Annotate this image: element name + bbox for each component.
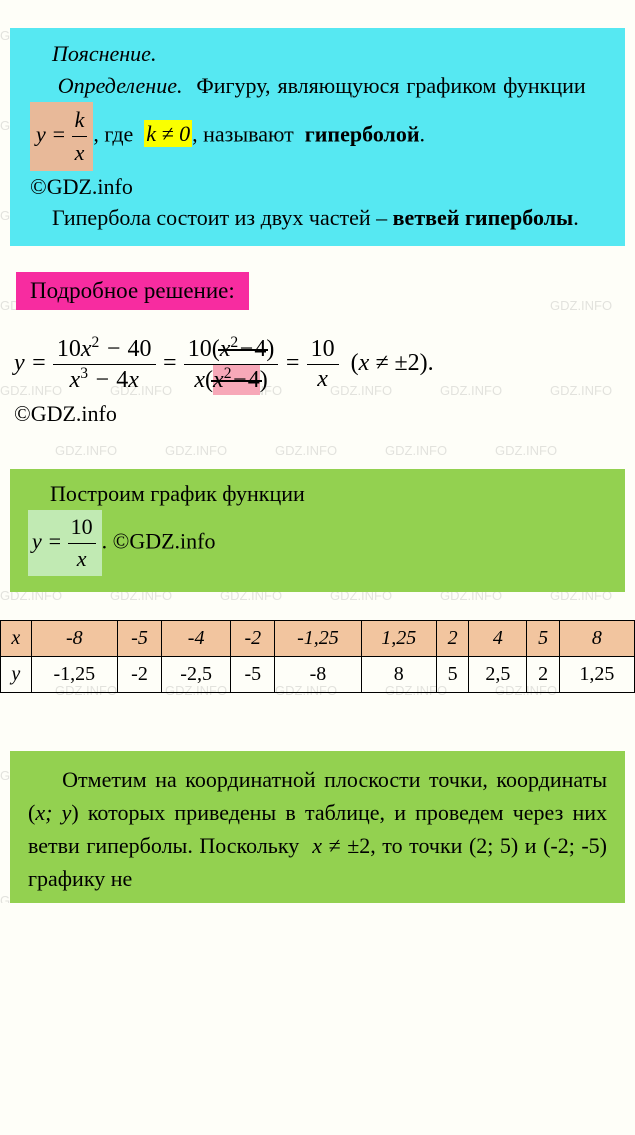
table-cell: 8 <box>361 657 436 693</box>
table-cell: -2 <box>231 621 275 657</box>
table-cell: -2 <box>118 657 162 693</box>
table-cell: 2,5 <box>469 657 527 693</box>
heading-definition: Определение. <box>58 73 183 98</box>
fraction-2: 10(x2−4) x(x2−4) <box>184 334 279 395</box>
table-cell: 1,25 <box>559 657 634 693</box>
table-cell: 1,25 <box>361 621 436 657</box>
x-label: x <box>1 621 32 657</box>
table-cell: 8 <box>559 621 634 657</box>
table-cell: 2 <box>527 657 559 693</box>
branches-text: Гипербола состоит из двух частей – <box>52 205 387 230</box>
fraction-3: 10 x <box>307 335 339 394</box>
definition-text: Фигуру, являющуюся графиком функции <box>196 73 585 98</box>
page-content: Пояснение. Определение. Фигуру, являющую… <box>0 28 635 903</box>
term-hyperbola: гиперболой <box>305 121 420 146</box>
copyright-text: ©GDZ.info <box>30 171 605 203</box>
heading-explanation: Пояснение. <box>52 41 156 66</box>
table-cell: 4 <box>469 621 527 657</box>
fraction-1: 10x2 − 40 x3 − 4x <box>53 334 156 395</box>
table-cell: -1,25 <box>275 621 362 657</box>
plot-points-box: Отметим на координатной плоскости точки,… <box>10 751 625 903</box>
table-cell: -5 <box>231 657 275 693</box>
xy-table: x -8-5-4-2-1,251,252458 y -1,25-2-2,5-5-… <box>0 620 635 693</box>
table-cell: 5 <box>527 621 559 657</box>
explanation-box: Пояснение. Определение. Фигуру, являющую… <box>10 28 625 246</box>
condition-k-nonzero: k ≠ 0 <box>144 120 192 147</box>
table-row-x: x -8-5-4-2-1,251,252458 <box>1 621 635 657</box>
term-branches: ветвей гиперболы <box>393 205 574 230</box>
y-label: y <box>1 657 32 693</box>
build-graph-text: Построим график функции <box>50 481 305 506</box>
table-cell: -4 <box>161 621 230 657</box>
copyright-text-2: ©GDZ.info <box>14 401 635 427</box>
build-graph-box: Построим график функции y = 10 x . ©GDZ.… <box>10 469 625 592</box>
table-cell: 2 <box>436 621 468 657</box>
table-cell: -2,5 <box>161 657 230 693</box>
formula-10-over-x: 10 x <box>68 512 96 575</box>
formula-hyperbola: y = k x <box>30 102 93 171</box>
main-equation: y = 10x2 − 40 x3 − 4x = 10(x2−4) x(x2−4)… <box>14 334 629 395</box>
solution-heading: Подробное решение: <box>16 272 249 310</box>
table-row-y: y -1,25-2-2,5-5-8852,521,25 <box>1 657 635 693</box>
table-cell: -8 <box>31 621 118 657</box>
table-cell: -1,25 <box>31 657 118 693</box>
table-cell: -5 <box>118 621 162 657</box>
table-cell: 5 <box>436 657 468 693</box>
table-cell: -8 <box>275 657 362 693</box>
